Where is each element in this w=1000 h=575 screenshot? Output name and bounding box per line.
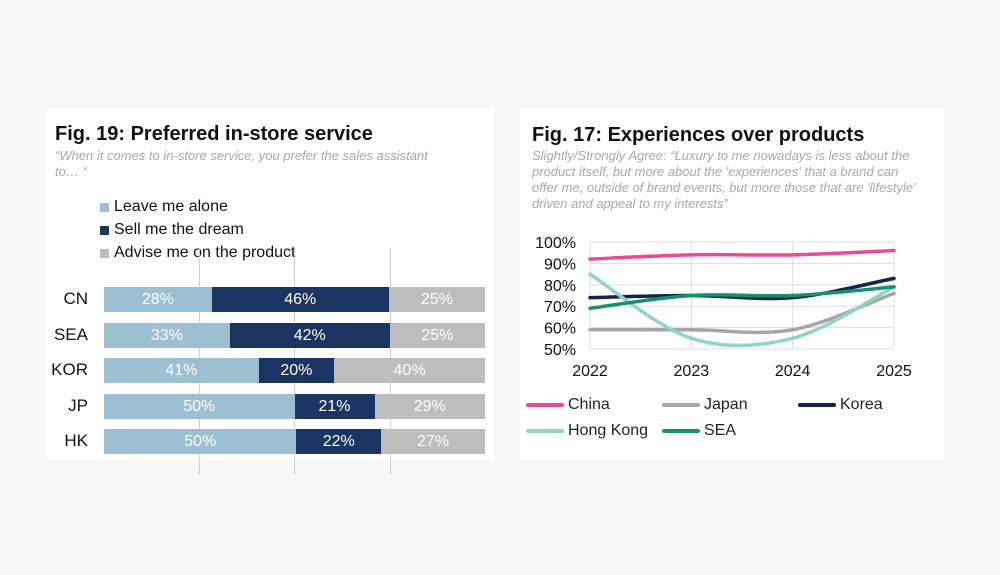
legend-leave-me-alone: Leave me alone — [100, 198, 228, 216]
fig19-subtitle: “When it comes to in-store service, you … — [55, 148, 428, 179]
bar-row-cn: 28% 46% 25% — [104, 287, 485, 312]
bar-segment: 50% — [104, 429, 297, 454]
bar-segment: 28% — [104, 287, 212, 312]
bar-segment: 25% — [388, 287, 485, 312]
y-tick-label: 100% — [535, 235, 576, 252]
legend-swatch-sell — [100, 225, 109, 235]
bar-segment: 20% — [258, 358, 335, 383]
bar-data-label: 50% — [184, 432, 217, 450]
line-sea — [588, 285, 896, 311]
bar-row-jp: 50% 21% 29% — [104, 394, 485, 419]
bar-data-label: 25% — [421, 326, 454, 344]
legend-swatch-advise — [100, 248, 109, 258]
legend-line-korea — [798, 403, 836, 407]
row-label-kor: KOR — [51, 360, 88, 379]
bar-data-label: 33% — [150, 326, 183, 344]
x-tick-label: 2023 — [674, 363, 710, 380]
bar-data-label: 21% — [318, 397, 351, 415]
bar-data-label: 29% — [413, 397, 446, 415]
legend-label: Korea — [840, 396, 883, 413]
bar-data-label: 20% — [280, 361, 313, 379]
y-tick-label: 90% — [544, 256, 576, 273]
bar-data-label: 27% — [417, 432, 450, 450]
bar-data-label: 25% — [420, 290, 453, 308]
y-tick-label: 50% — [544, 342, 576, 359]
bar-segment: 21% — [294, 394, 375, 419]
legend-sea: SEA — [662, 422, 736, 440]
row-label-hk: HK — [64, 431, 88, 450]
bar-data-label: 28% — [141, 290, 174, 308]
fig19-title: Fig. 19: Preferred in-store service — [55, 123, 373, 145]
y-tick-label: 80% — [544, 278, 576, 295]
bar-segment: 40% — [334, 358, 485, 383]
legend-line-japan — [662, 403, 700, 407]
bar-segment: 33% — [104, 323, 230, 348]
legend-japan: Japan — [662, 396, 748, 414]
legend-label: Leave me alone — [114, 198, 228, 215]
bar-data-label: 22% — [322, 432, 355, 450]
y-tick-label: 60% — [544, 321, 576, 338]
row-label-sea: SEA — [53, 325, 88, 344]
x-tick-label: 2024 — [775, 363, 811, 380]
legend-line-hong-kong — [526, 429, 564, 433]
line-china — [588, 248, 896, 261]
bar-row-hk: 50% 22% 27% — [104, 429, 485, 454]
legend-sell-me-the-dream: Sell me the dream — [100, 221, 244, 239]
bar-segment: 41% — [104, 358, 259, 383]
bar-segment: 42% — [229, 323, 390, 348]
legend-advise-me: Advise me on the product — [100, 244, 295, 262]
bar-row-kor: 41% 20% 40% — [104, 358, 485, 383]
legend-label: SEA — [704, 422, 737, 439]
legend-korea: Korea — [798, 396, 883, 414]
bar-segment: 50% — [104, 394, 295, 419]
x-tick-label: 2025 — [876, 363, 912, 380]
legend-line-sea — [662, 429, 700, 433]
line-korea — [588, 276, 896, 301]
bar-segment: 46% — [211, 287, 389, 312]
legend-label: Advise me on the product — [114, 244, 296, 261]
legend-swatch-leave — [100, 202, 109, 212]
bar-segment: 27% — [381, 429, 485, 454]
bar-data-label: 42% — [293, 326, 326, 344]
bar-data-label: 40% — [393, 361, 426, 379]
bar-data-label: 41% — [165, 361, 198, 379]
legend-hong-kong: Hong Kong — [526, 422, 648, 440]
legend-label: Sell me the dream — [114, 221, 244, 238]
legend-label: China — [568, 396, 610, 413]
bar-data-label: 50% — [183, 397, 216, 415]
fig17-subtitle: Slightly/Strongly Agree: “Luxury to me n… — [532, 148, 916, 211]
y-tick-label: 70% — [544, 299, 576, 316]
row-label-jp: JP — [68, 396, 88, 415]
bar-row-sea: 33% 42% 25% — [104, 323, 485, 348]
legend-line-china — [526, 403, 564, 407]
bar-segment: 29% — [374, 394, 485, 419]
bar-segment: 25% — [389, 323, 485, 348]
bar-data-label: 46% — [284, 290, 317, 308]
legend-label: Hong Kong — [568, 422, 649, 439]
legend-china: China — [526, 396, 610, 414]
bar-segment: 22% — [296, 429, 382, 454]
legend-label: Japan — [704, 396, 748, 413]
fig17-title: Fig. 17: Experiences over products — [532, 124, 865, 146]
row-label-cn: CN — [63, 289, 88, 308]
x-tick-label: 2022 — [572, 363, 608, 380]
